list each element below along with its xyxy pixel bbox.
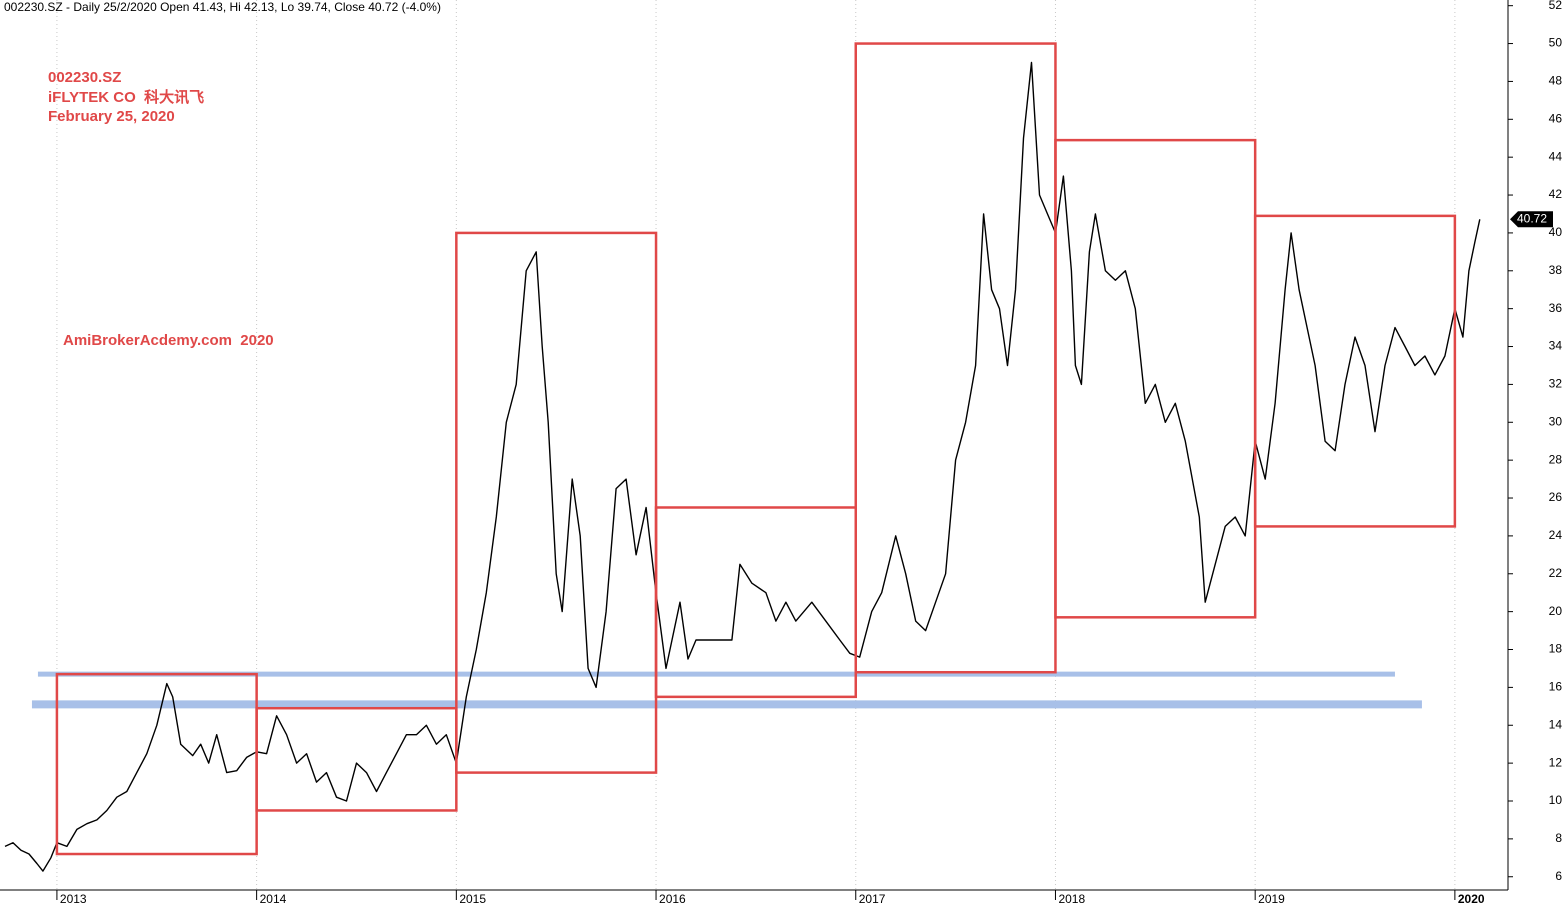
y-tick-label: 40 [1549, 225, 1563, 239]
x-tick-label: 2014 [260, 892, 287, 906]
x-tick-label: 2017 [859, 892, 886, 906]
y-tick-label: 20 [1549, 604, 1563, 618]
price-line [4, 61, 1481, 872]
range-box [1253, 214, 1457, 528]
x-tick-label: 2018 [1058, 892, 1085, 906]
annotation: February 25, 2020 [48, 108, 175, 125]
y-tick-label: 50 [1549, 36, 1563, 50]
y-tick-label: 30 [1549, 414, 1563, 428]
x-tick-label: 2019 [1258, 892, 1285, 906]
price-tag-label: 40.72 [1517, 211, 1547, 225]
y-tick-label: 52 [1549, 0, 1563, 12]
y-tick-label: 44 [1549, 149, 1563, 163]
annotation: iFLYTEK CO 科大讯飞 [48, 88, 204, 106]
y-tick-label: 26 [1549, 490, 1563, 504]
price-tag [1510, 211, 1553, 228]
y-tick-label: 10 [1549, 793, 1563, 807]
y-tick-label: 18 [1549, 642, 1563, 656]
header: 002230.SZ - Daily 25/2/2020 Open 41.43, … [4, 0, 441, 14]
y-tick-label: 8 [1555, 831, 1562, 845]
annotation: AmiBrokerAcdemy.com 2020 [63, 332, 274, 349]
y-tick-label: 16 [1549, 680, 1563, 694]
y-tick-label: 36 [1549, 301, 1563, 315]
range-box [455, 231, 658, 774]
y-tick-label: 12 [1549, 755, 1563, 769]
x-tick-label: 2013 [60, 892, 87, 906]
y-tick-label: 24 [1549, 528, 1563, 542]
y-tick-label: 6 [1555, 869, 1562, 883]
y-tick-label: 42 [1549, 187, 1563, 201]
y-tick-label: 34 [1549, 339, 1563, 353]
y-tick-label: 14 [1549, 717, 1563, 731]
y-tick-label: 48 [1549, 74, 1563, 88]
y-tick-label: 28 [1549, 452, 1563, 466]
y-tick-label: 46 [1549, 111, 1563, 125]
annotation: 002230.SZ [48, 69, 121, 86]
y-tick-label: 22 [1549, 566, 1563, 580]
y-tick-label: 38 [1549, 263, 1563, 277]
x-tick-label: 2015 [459, 892, 486, 906]
y-tick-label: 32 [1549, 377, 1563, 391]
x-tick-label: 2020 [1458, 892, 1485, 906]
x-tick-label: 2016 [659, 892, 686, 906]
